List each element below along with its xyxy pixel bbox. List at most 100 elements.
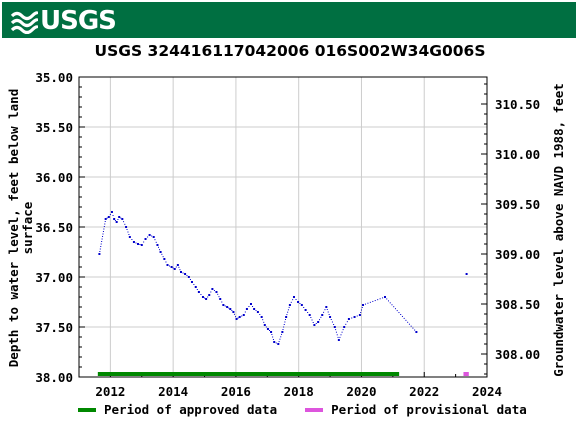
connector-dot xyxy=(255,310,257,311)
data-point-approved xyxy=(347,318,350,320)
data-point-approved xyxy=(353,316,356,318)
connector-dot xyxy=(360,309,362,311)
connector-dot xyxy=(102,233,104,235)
connector-dot xyxy=(281,333,283,335)
connector-dot xyxy=(290,301,292,303)
connector-dot xyxy=(102,231,104,232)
y-left-tick-label: 37.50 xyxy=(35,320,73,335)
data-point-approved xyxy=(270,331,273,333)
connector-dot xyxy=(340,334,342,336)
connector-dot xyxy=(282,329,284,330)
connector-dot xyxy=(284,321,286,323)
data-point-approved xyxy=(263,324,266,326)
connector-dot xyxy=(382,297,384,299)
y-axis-left-label-line2: surface xyxy=(20,201,35,254)
connector-dot xyxy=(408,323,410,325)
x-tick-label: 2018 xyxy=(284,384,314,399)
data-point-approved xyxy=(249,303,252,305)
y-right-tick-label: 309.50 xyxy=(495,197,540,212)
data-point-approved xyxy=(229,308,232,310)
data-point-approved xyxy=(115,221,118,223)
connector-dot xyxy=(265,326,267,328)
connector-dot xyxy=(288,306,290,308)
connector-dot xyxy=(112,215,114,216)
connector-dot xyxy=(283,326,285,328)
data-point-approved xyxy=(235,318,238,320)
connector-dot xyxy=(104,221,106,222)
connector-dot xyxy=(189,279,191,280)
connector-dot xyxy=(320,316,322,318)
connector-dot xyxy=(114,220,116,221)
connector-dot xyxy=(315,323,317,324)
data-point-approved xyxy=(343,326,346,328)
data-point-approved xyxy=(232,311,235,313)
connector-dot xyxy=(351,317,353,319)
connector-dot xyxy=(372,300,374,302)
y-left-tick-label: 36.00 xyxy=(35,170,73,185)
connector-dot xyxy=(311,319,313,321)
data-point-approved xyxy=(208,294,211,296)
data-point-approved xyxy=(321,314,324,316)
connector-dot xyxy=(101,241,103,242)
data-point-approved xyxy=(288,304,291,306)
data-point-approved xyxy=(156,244,159,246)
connector-dot xyxy=(272,339,274,340)
connector-dot xyxy=(241,315,243,317)
data-point-approved xyxy=(297,301,300,303)
connector-dot xyxy=(286,314,288,316)
connector-dot xyxy=(377,299,379,301)
data-point-approved xyxy=(384,296,386,298)
data-point-approved xyxy=(277,343,280,345)
connector-dot xyxy=(292,299,294,301)
connector-dot xyxy=(324,309,326,311)
connector-dot xyxy=(327,311,329,313)
connector-dot xyxy=(339,336,341,338)
period-bars xyxy=(97,372,469,376)
connector-dot xyxy=(237,317,239,319)
connector-dot xyxy=(356,315,358,317)
connector-dot xyxy=(403,317,405,319)
data-point-approved xyxy=(194,286,197,288)
data-point-approved xyxy=(300,304,303,306)
connector-dot xyxy=(319,319,321,321)
data-point-approved xyxy=(180,271,182,273)
connector-dot xyxy=(186,275,188,276)
legend-swatch-approved xyxy=(78,407,96,412)
connector-dot xyxy=(326,309,328,310)
usgs-logo[interactable]: USGS xyxy=(10,6,117,36)
connector-dot xyxy=(412,327,414,329)
data-point-approved xyxy=(333,326,336,328)
connector-dot xyxy=(154,239,156,241)
usgs-wave-icon xyxy=(10,8,40,35)
connector-dot xyxy=(398,312,400,314)
connector-dot xyxy=(336,334,338,336)
connector-dot xyxy=(143,241,145,243)
data-point-approved xyxy=(113,218,116,220)
data-point-approved xyxy=(205,298,208,300)
connector-dot xyxy=(299,303,301,304)
data-point-approved xyxy=(260,316,263,318)
connector-dot xyxy=(307,312,309,313)
connector-dot xyxy=(331,321,333,323)
y-left-tick-label: 35.00 xyxy=(35,70,73,85)
connector-dot xyxy=(99,248,101,250)
y-left-tick-label: 38.00 xyxy=(35,370,73,385)
data-point-approved xyxy=(140,244,143,246)
connector-dot xyxy=(405,319,407,321)
data-point-approved xyxy=(358,314,361,316)
connector-dot xyxy=(99,251,101,252)
usgs-banner: USGS xyxy=(2,2,576,38)
connector-dot xyxy=(374,300,376,302)
connector-dot xyxy=(175,266,177,268)
data-point-approved xyxy=(159,251,162,253)
data-point-approved xyxy=(170,266,173,268)
connector-dot xyxy=(124,223,126,225)
connector-dot xyxy=(410,325,412,327)
data-point-approved xyxy=(415,331,418,333)
connector-dot xyxy=(275,342,277,344)
connector-dot xyxy=(407,321,409,323)
data-point-approved xyxy=(166,264,169,266)
data-point-approved xyxy=(121,218,124,220)
connector-dot xyxy=(394,308,396,310)
